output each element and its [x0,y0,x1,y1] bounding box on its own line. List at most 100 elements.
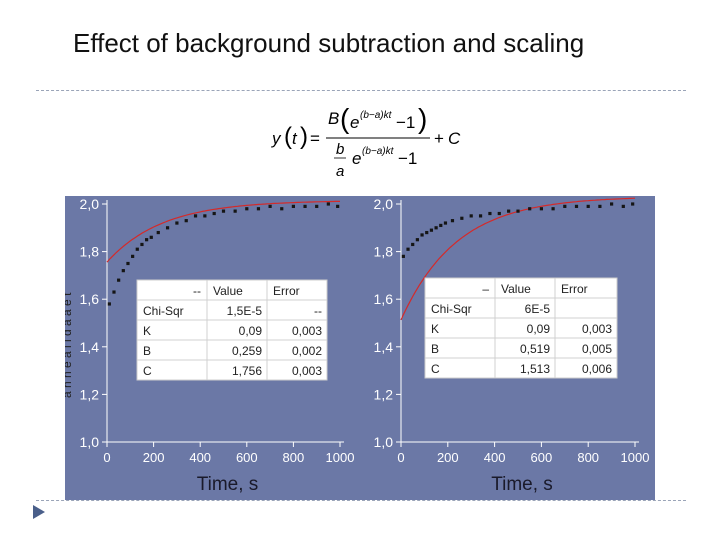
table-cell: C [431,362,440,376]
y-tick-label: 1,4 [80,339,100,355]
svg-text:=: = [310,129,320,148]
data-point [478,214,483,218]
data-point [156,230,160,235]
data-point [112,290,116,294]
data-point [450,219,455,223]
table-cell: 1,513 [520,362,550,376]
data-point [145,238,149,242]
table-cell: 0,003 [582,322,612,336]
x-tick-label: 600 [531,450,553,465]
data-point [184,219,188,223]
x-axis-label: Time, s [197,474,259,495]
data-point [507,209,511,213]
svg-text:C: C [448,129,461,148]
y-tick-label: 1,8 [374,244,394,260]
data-point [439,223,443,228]
data-point [415,238,419,242]
plot-panel: a h n e a l l d a a e t 1,0 1,2 1,4 1,6 1,8 2… [65,196,655,500]
top-divider [36,90,686,91]
data-point [117,278,121,282]
data-point [528,207,532,211]
y-tick-label: 1,8 [80,244,100,260]
data-point [121,269,125,273]
data-point [203,214,207,218]
svg-text:(b−a)kt: (b−a)kt [362,146,395,157]
data-point [268,204,272,208]
svg-text:): ) [300,123,308,150]
table-header-cell: Value [501,282,531,296]
table-cell: 0,003 [292,364,322,378]
data-point [175,221,179,225]
svg-text:y: y [271,129,282,148]
table-cell: B [431,342,439,356]
y-tick-label: 2,0 [374,196,394,212]
data-point [539,207,543,211]
table-header-cell: -- [193,284,201,298]
data-point [233,209,237,213]
svg-text:b: b [336,141,344,158]
y-tick-label: 1,6 [80,291,100,307]
y-tick-label: 1,4 [374,339,394,355]
data-point [429,228,434,232]
x-tick-label: 600 [236,450,258,465]
data-point [488,211,492,216]
x-tick-label: 400 [189,450,211,465]
y-tick-label: 2,0 [80,196,100,212]
data-point [420,233,424,237]
data-point [621,204,625,208]
y-tick-label: 1,0 [374,434,394,450]
table-cell: 0,519 [520,342,550,356]
svg-text:(b−a)kt: (b−a)kt [360,110,393,121]
data-point [469,214,473,218]
table-cell: 0,006 [582,362,612,376]
table-cell: 0,005 [582,342,612,356]
data-point [598,204,602,208]
data-point [563,204,567,208]
table-cell: C [143,364,152,378]
table-header-cell: Error [273,284,300,298]
table-cell: B [143,344,151,358]
x-tick-label: 1000 [621,450,650,465]
table-cell: 1,5E-5 [227,304,263,318]
data-point [140,242,144,247]
data-point [131,254,135,258]
data-point [107,302,111,306]
table-cell: K [431,322,439,336]
x-tick-label: 0 [397,450,404,465]
svg-text:(: ( [284,123,292,150]
table-cell: -- [314,304,322,318]
data-point [165,226,170,230]
x-tick-label: 800 [577,450,599,465]
data-point [256,207,261,211]
data-point [212,211,216,216]
table-cell: 0,003 [292,324,322,338]
table-header-cell: – [482,282,489,296]
data-point [315,204,319,208]
x-axis-label: Time, s [491,474,553,495]
x-tick-label: 400 [484,450,506,465]
svg-text:(: ( [340,103,350,134]
table-cell: 1,756 [232,364,262,378]
data-point [303,204,307,208]
y-tick-label: 1,6 [374,291,394,307]
slide-title: Effect of background subtraction and sca… [73,28,585,58]
fit-formula: y ( t ) = B ( e (b−a)kt −1 ) b a e (b−a)… [271,103,461,180]
data-point [574,204,579,208]
data-point [425,230,429,235]
data-point [551,207,555,211]
fit-curve [106,200,340,263]
data-point [631,202,635,206]
table-header-cell: Error [561,282,588,296]
table-header-cell: Value [213,284,243,298]
table-cell: 0,09 [527,322,551,336]
data-point [443,221,448,225]
table-cell: 0,002 [292,344,322,358]
table-cell: Chi-Sqr [431,302,472,316]
data-point [135,247,139,251]
x-tick-label: 0 [103,450,110,465]
data-point [149,235,153,239]
y-tick-label: 1,0 [80,434,100,450]
svg-text:B: B [328,109,339,128]
svg-text:e: e [352,149,361,168]
x-tick-label: 800 [283,450,305,465]
